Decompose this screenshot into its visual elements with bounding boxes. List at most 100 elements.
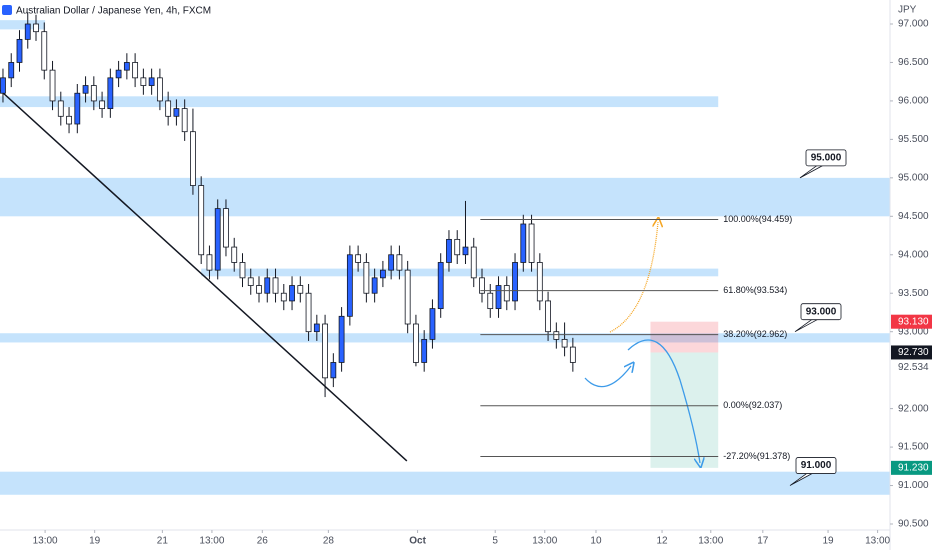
x-tick-label: 13:00 <box>33 536 58 547</box>
candle-body <box>429 308 436 340</box>
trendline <box>0 89 408 462</box>
price-tag-label: 91.230 <box>898 462 929 473</box>
candle-body <box>330 362 337 379</box>
callout-label: 91.000 <box>801 460 832 471</box>
fib-level-label: 38.20%(92.962) <box>723 329 787 339</box>
candles-layer <box>0 12 576 398</box>
candle-body <box>66 115 72 125</box>
y-tick-label: 97.000 <box>898 19 929 30</box>
candle-body <box>528 223 535 263</box>
candle-body <box>561 338 568 348</box>
candle-body <box>305 292 312 333</box>
candle-body <box>74 92 81 125</box>
candle-body <box>247 277 254 286</box>
price-tag <box>891 460 932 475</box>
candle-body <box>206 254 213 271</box>
x-tick-label: 19 <box>822 536 834 547</box>
candle-body <box>545 300 551 333</box>
y-tick-label: 93.500 <box>898 288 929 299</box>
candle-body <box>156 77 163 102</box>
x-tick-label: 13:00 <box>865 536 890 547</box>
candle-body <box>123 62 130 71</box>
candle-body <box>355 254 362 263</box>
candle-body <box>198 185 205 256</box>
candle-body <box>371 277 378 294</box>
candle-body <box>379 269 386 279</box>
take-profit-zone <box>650 352 719 468</box>
projection-arrow <box>627 339 700 463</box>
candle-body <box>99 100 105 110</box>
y-tick-label: 94.500 <box>898 211 929 222</box>
candle-body <box>16 38 23 63</box>
candle-body <box>190 131 196 186</box>
annotation-layer: 100.00%(94.459) 61.80%(93.534) 38.20%(92.9… <box>480 149 847 486</box>
support-resistance-zone <box>0 177 890 217</box>
price-tag <box>891 314 932 329</box>
candle-body <box>90 85 97 102</box>
candle-body <box>446 238 452 263</box>
x-tick-label: 19 <box>89 536 101 547</box>
fib-level-label: 100.00%(94.459) <box>723 214 792 224</box>
currency-label: JPY <box>898 5 917 16</box>
candle-body <box>404 269 411 325</box>
candle-body <box>503 285 510 302</box>
stop-loss-zone <box>650 321 719 353</box>
candle-body <box>33 23 39 33</box>
fib-level-label: 61.80%(93.534) <box>723 285 787 295</box>
x-tick-label: Oct <box>409 536 426 547</box>
candle-body <box>396 254 403 271</box>
candle-body <box>512 262 518 302</box>
projection-arrow <box>609 222 658 333</box>
candle-body <box>313 323 320 333</box>
candle-body <box>24 23 31 40</box>
y-tick-label: 91.500 <box>898 442 929 453</box>
candle-body <box>107 77 114 110</box>
candle-body <box>553 331 560 340</box>
callout-label: 93.000 <box>806 306 837 317</box>
fib-level-label: 0.00%(92.037) <box>723 400 782 410</box>
candle-body <box>41 31 48 71</box>
candle-body <box>140 77 147 86</box>
y-tick-label: 94.000 <box>898 249 929 260</box>
candle-body <box>132 62 139 79</box>
y-tick-label: 96.000 <box>898 96 929 107</box>
y-tick-label: 91.000 <box>898 480 929 491</box>
candle-body <box>346 254 353 317</box>
candle-body <box>239 262 246 279</box>
candle-body <box>256 285 262 294</box>
candle-body <box>297 285 304 294</box>
candle-body <box>264 277 271 294</box>
candle-body <box>8 62 15 79</box>
price-tag-label: 92.730 <box>898 347 929 358</box>
y-tick-label: 90.500 <box>898 519 929 530</box>
callout-box <box>795 457 837 474</box>
x-tick-label: 13:00 <box>532 536 557 547</box>
candle-body <box>470 246 477 279</box>
x-tick-label: 5 <box>492 536 498 547</box>
candle-body <box>214 208 221 271</box>
candle-body <box>82 85 89 94</box>
background-layer <box>0 20 890 495</box>
candle-body <box>536 262 543 302</box>
x-tick-label: 17 <box>757 536 769 547</box>
y-tick-label: 95.500 <box>898 134 929 145</box>
candle-body <box>413 323 419 363</box>
candle-body <box>173 108 180 117</box>
callout-box <box>805 149 847 167</box>
candle-body <box>388 254 395 271</box>
candle-body <box>223 208 229 248</box>
candle-body <box>0 77 6 94</box>
y-tick-label: 93.000 <box>898 326 929 337</box>
x-tick-label: 26 <box>257 536 269 547</box>
candle-body <box>272 277 279 294</box>
candle-body <box>231 246 238 263</box>
candle-body <box>363 262 370 294</box>
y-tick-label: 92.000 <box>898 403 929 414</box>
candle-body <box>289 285 295 302</box>
candle-body <box>487 292 494 310</box>
projection-arrow <box>584 366 631 388</box>
x-tick-label: 12 <box>656 536 668 547</box>
axis-marker-label: 92.534 <box>898 362 929 373</box>
candle-body <box>437 262 444 310</box>
